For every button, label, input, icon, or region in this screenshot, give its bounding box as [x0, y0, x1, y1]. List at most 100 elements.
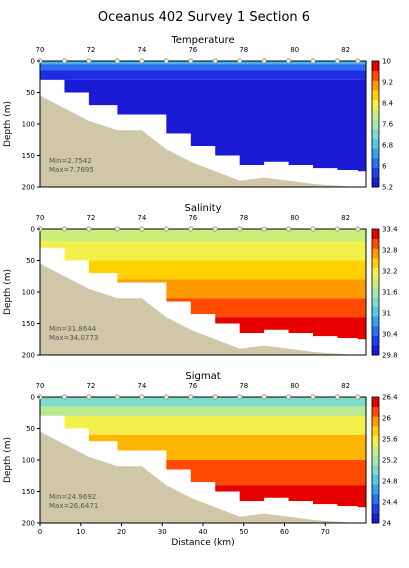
stat-label: Max=7.7695 — [49, 166, 94, 174]
colorbar-tick-label: 24 — [382, 520, 391, 528]
station-marker — [188, 226, 194, 232]
colorbar-tick-label: 9.2 — [382, 79, 393, 87]
station-marker — [61, 394, 67, 400]
y-tick-label: 150 — [22, 488, 35, 496]
colorbar-tick-label: 25.2 — [382, 457, 398, 465]
colorbar-tick-label: 7.6 — [382, 121, 394, 129]
colorbar-swatch — [372, 70, 379, 81]
colorbar-swatch — [372, 503, 379, 514]
colorbar-tick-label: 33.4 — [382, 226, 398, 234]
x-tick-label: 0 — [38, 528, 42, 536]
colorbar-swatch — [372, 455, 379, 466]
station-marker — [61, 58, 67, 64]
station-marker — [310, 226, 316, 232]
y-axis-label: Depth (m) — [3, 101, 13, 147]
station-marker — [334, 58, 340, 64]
station-marker — [163, 394, 169, 400]
station-marker — [86, 58, 92, 64]
colorbar-swatch — [372, 296, 379, 307]
colorbar-swatch — [372, 306, 379, 317]
top-axis-tick-label: 80 — [290, 214, 299, 222]
colorbar-swatch — [372, 287, 379, 298]
colorbar-swatch — [372, 90, 379, 101]
seafloor — [40, 95, 366, 187]
colorbar-swatch — [372, 277, 379, 288]
field-layer — [40, 61, 366, 65]
colorbar-swatch — [372, 426, 379, 437]
colorbar-swatch — [372, 484, 379, 495]
x-tick-label: 40 — [199, 528, 208, 536]
y-tick-label: 0 — [31, 58, 35, 66]
station-marker — [86, 226, 92, 232]
station-marker — [334, 394, 340, 400]
stat-label: Min=31.8644 — [49, 325, 97, 333]
stat-label: Max=26.6471 — [49, 502, 98, 510]
colorbar-tick-label: 24.4 — [382, 499, 398, 507]
y-tick-label: 0 — [31, 226, 35, 234]
station-marker — [334, 226, 340, 232]
station-marker — [212, 58, 218, 64]
panel-temperature: Temperature 70 72 74 76 78 80 82 0 50 100 150 200 Dep… — [3, 35, 394, 192]
top-axis-tick-label: 82 — [341, 214, 350, 222]
x-tick-label: 10 — [76, 528, 85, 536]
top-axis-tick-label: 72 — [86, 382, 95, 390]
top-axis-tick-label: 72 — [86, 46, 95, 54]
colorbar-swatch — [372, 258, 379, 269]
top-axis-tick-label: 78 — [239, 382, 248, 390]
colorbar-swatch — [372, 464, 379, 475]
top-axis-tick-label: 70 — [36, 214, 45, 222]
top-axis-tick-label: 74 — [137, 46, 146, 54]
y-tick-label: 150 — [22, 320, 35, 328]
top-axis-tick-label: 82 — [341, 46, 350, 54]
colorbar-frame — [371, 228, 380, 356]
top-axis-tick-label: 70 — [36, 382, 45, 390]
colorbar-swatch — [372, 119, 379, 130]
colorbar-swatch — [372, 157, 379, 169]
colorbar-tick-label: 10 — [382, 58, 391, 66]
x-tick-label: 70 — [321, 528, 330, 536]
station-marker — [212, 226, 218, 232]
x-tick-label: 20 — [117, 528, 126, 536]
colorbar-swatch — [372, 99, 379, 110]
stat-label: Min=2.7542 — [49, 157, 92, 165]
top-axis-tick-label: 78 — [239, 214, 248, 222]
colorbar-swatch — [372, 397, 379, 408]
colorbar-tick-label: 6.8 — [382, 142, 393, 150]
top-axis-tick-label: 78 — [239, 46, 248, 54]
station-marker — [261, 58, 267, 64]
station-marker — [355, 394, 361, 400]
colorbar-tick-label: 30.4 — [382, 331, 398, 339]
y-axis-label: Depth (m) — [3, 269, 13, 315]
station-marker — [310, 394, 316, 400]
y-tick-label: 100 — [22, 457, 35, 465]
colorbar-swatch — [372, 325, 379, 337]
y-tick-label: 100 — [22, 121, 35, 129]
stat-label: Max=34.0773 — [49, 334, 98, 342]
station-marker — [61, 226, 67, 232]
colorbar-swatch — [372, 177, 379, 188]
top-axis-tick-label: 82 — [341, 382, 350, 390]
station-marker — [355, 226, 361, 232]
colorbar-swatch — [372, 109, 379, 120]
stat-label: Min=24.9692 — [49, 493, 96, 501]
figure-title: Oceanus 402 Survey 1 Section 6 — [98, 10, 310, 25]
y-tick-label: 200 — [22, 352, 35, 360]
panel-salinity: Salinity 70 72 74 76 78 80 82 0 50 100 150 200 Depth … — [3, 203, 398, 360]
y-tick-label: 200 — [22, 520, 35, 528]
station-marker — [163, 58, 169, 64]
colorbar-swatch — [372, 513, 379, 524]
station-marker — [355, 58, 361, 64]
station-marker — [114, 394, 120, 400]
colorbar-swatch — [372, 128, 379, 139]
colorbar-swatch — [372, 316, 379, 327]
station-marker — [261, 394, 267, 400]
colorbar-tick-label: 31.6 — [382, 289, 398, 297]
colorbar-swatch — [372, 435, 379, 446]
top-axis-tick-label: 72 — [86, 214, 95, 222]
seafloor — [40, 431, 366, 523]
colorbar-tick-label: 5.2 — [382, 184, 393, 192]
colorbar-tick-label: 32.2 — [382, 268, 398, 276]
field-layer — [40, 260, 366, 280]
